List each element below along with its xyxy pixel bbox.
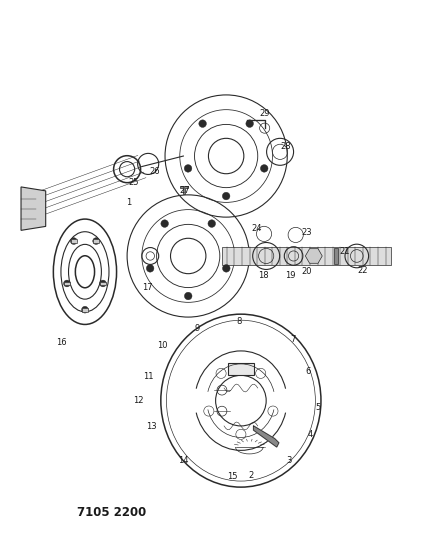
Circle shape <box>222 264 230 272</box>
Text: 25: 25 <box>128 178 138 187</box>
Text: 23: 23 <box>300 228 311 237</box>
FancyBboxPatch shape <box>64 281 70 286</box>
FancyBboxPatch shape <box>228 362 253 375</box>
Text: 6: 6 <box>305 367 310 376</box>
FancyBboxPatch shape <box>93 239 99 243</box>
FancyBboxPatch shape <box>82 308 88 312</box>
Text: 21: 21 <box>339 247 349 256</box>
Text: 26: 26 <box>149 167 159 176</box>
Text: 11: 11 <box>143 373 153 382</box>
Text: 2: 2 <box>248 471 253 480</box>
Text: 27: 27 <box>179 185 190 195</box>
Circle shape <box>146 264 153 272</box>
Text: 9: 9 <box>194 324 200 333</box>
Polygon shape <box>333 247 337 264</box>
Text: 20: 20 <box>301 267 311 276</box>
Circle shape <box>207 220 215 228</box>
Polygon shape <box>180 185 187 195</box>
Circle shape <box>161 220 168 228</box>
Text: 19: 19 <box>284 271 295 280</box>
Circle shape <box>222 192 229 200</box>
Circle shape <box>81 306 88 313</box>
Text: 22: 22 <box>357 266 368 275</box>
Polygon shape <box>21 187 46 230</box>
Circle shape <box>99 280 106 287</box>
Polygon shape <box>305 249 322 263</box>
Circle shape <box>260 165 268 172</box>
Circle shape <box>199 120 206 127</box>
Text: 24: 24 <box>250 224 261 233</box>
Text: 8: 8 <box>236 317 241 326</box>
Circle shape <box>63 280 70 287</box>
Text: 7: 7 <box>289 335 295 344</box>
Circle shape <box>184 165 191 172</box>
Polygon shape <box>253 426 278 447</box>
Text: 15: 15 <box>227 472 237 481</box>
Text: 5: 5 <box>315 403 320 412</box>
Circle shape <box>184 292 192 300</box>
Text: 12: 12 <box>133 396 144 405</box>
Text: 10: 10 <box>156 341 167 350</box>
Text: 3: 3 <box>286 456 291 465</box>
Text: 1: 1 <box>125 198 131 207</box>
Text: 4: 4 <box>307 430 312 439</box>
Text: 14: 14 <box>178 456 188 465</box>
Circle shape <box>70 238 77 245</box>
Text: 7105 2200: 7105 2200 <box>76 506 145 519</box>
Text: 18: 18 <box>257 271 268 280</box>
Text: 29: 29 <box>259 109 270 118</box>
FancyBboxPatch shape <box>71 239 77 243</box>
FancyBboxPatch shape <box>100 281 106 286</box>
Text: 17: 17 <box>141 283 152 292</box>
Text: 28: 28 <box>280 142 291 151</box>
Text: 16: 16 <box>56 338 67 348</box>
Circle shape <box>245 120 253 127</box>
Circle shape <box>92 238 99 245</box>
FancyBboxPatch shape <box>222 246 390 265</box>
Text: 13: 13 <box>145 423 156 431</box>
